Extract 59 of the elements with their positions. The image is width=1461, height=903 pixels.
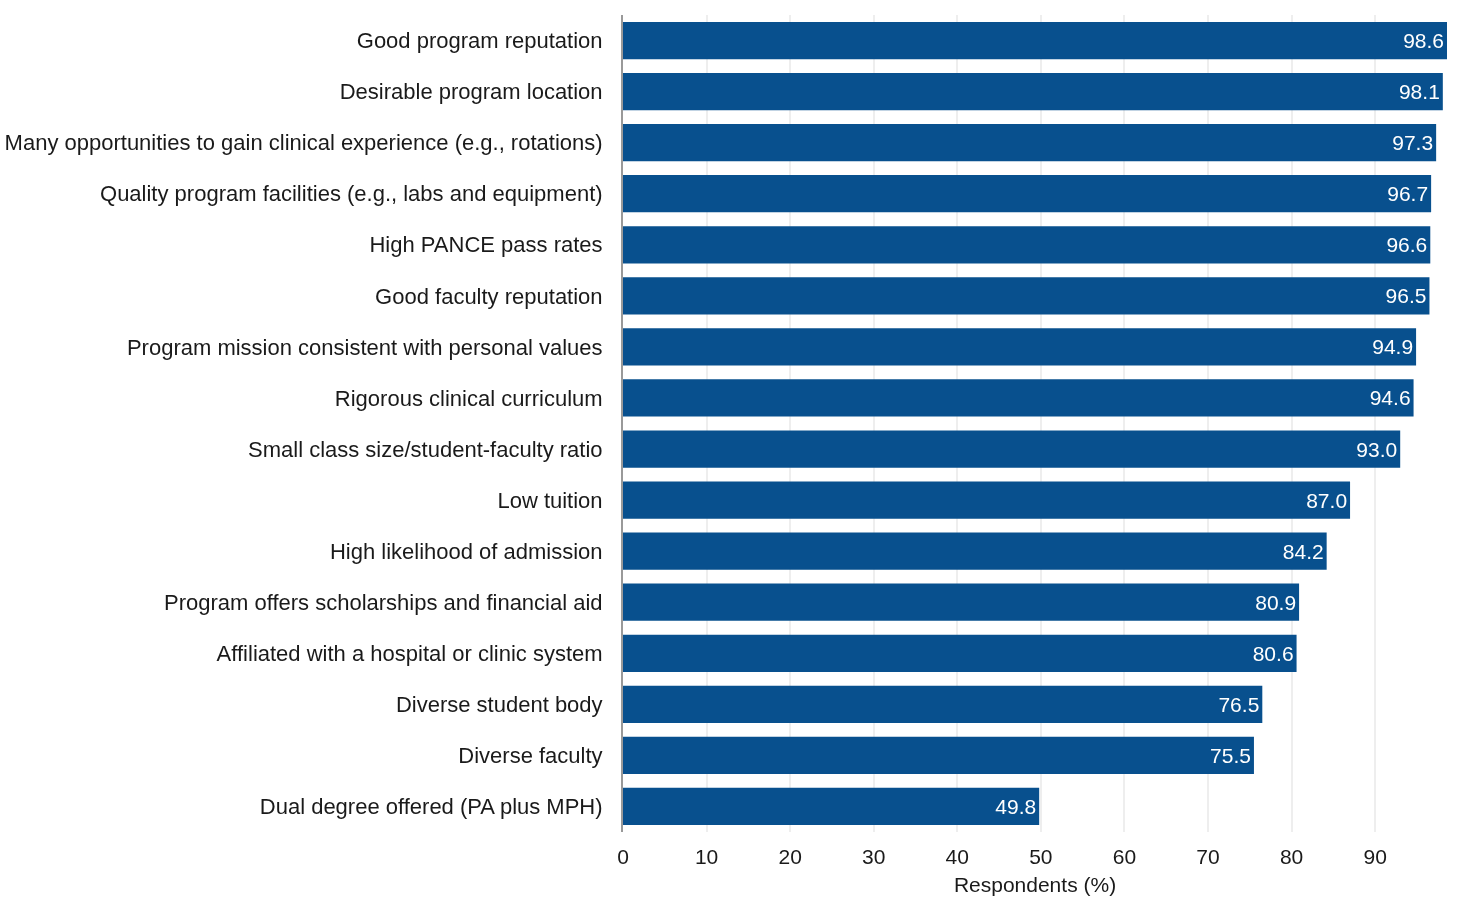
y-tick-label: Program offers scholarships and financial aid <box>163 589 603 615</box>
data-label: 98.6 <box>1403 29 1444 53</box>
x-tick-label: 90 <box>1363 845 1387 868</box>
bar <box>623 787 1040 826</box>
x-tick-label: 20 <box>778 845 802 868</box>
data-label: 96.5 <box>1385 284 1427 308</box>
bar <box>623 634 1297 672</box>
bar <box>623 532 1327 570</box>
data-label: 84.2 <box>1282 539 1324 563</box>
bar <box>623 328 1417 366</box>
bar <box>623 277 1430 315</box>
y-tick-label: Affiliated with a hospital or clinic system <box>216 640 603 666</box>
y-tick-label: Diverse student body <box>395 692 603 718</box>
data-label: 96.7 <box>1387 182 1429 206</box>
data-label: 93.0 <box>1356 437 1398 461</box>
data-label: 80.9 <box>1255 590 1297 614</box>
data-label: 76.5 <box>1218 692 1260 716</box>
y-tick-label: Dual degree offered (PA plus MPH) <box>259 794 603 820</box>
y-tick-label: Diverse faculty <box>458 743 603 769</box>
y-tick-label: Rigorous clinical curriculum <box>334 385 603 411</box>
x-tick-label: 70 <box>1196 845 1220 868</box>
bar <box>623 21 1447 60</box>
y-tick-label: High PANCE pass rates <box>369 232 603 258</box>
x-tick-label: 10 <box>694 845 719 868</box>
y-tick-label: Good faculty reputation <box>375 283 603 309</box>
data-label: 98.1 <box>1398 80 1440 104</box>
x-tick-label: 0 <box>617 845 629 868</box>
bar <box>623 124 1437 162</box>
y-tick-label: Quality program facilities (e.g., labs and equipment) <box>100 181 603 207</box>
bar <box>623 175 1432 213</box>
x-tick-label: 50 <box>1029 845 1053 868</box>
data-label: 87.0 <box>1306 488 1348 512</box>
data-label: 75.5 <box>1210 743 1251 767</box>
data-label: 49.8 <box>995 794 1037 818</box>
bar <box>623 226 1431 264</box>
y-tick-label: Low tuition <box>497 487 603 513</box>
x-tick-label: 40 <box>945 845 969 868</box>
bar <box>623 685 1263 723</box>
data-label: 94.9 <box>1372 335 1414 359</box>
bar <box>623 736 1254 775</box>
x-tick-label: 30 <box>862 845 886 868</box>
y-tick-label: Many opportunities to gain clinical experience (e.g., rotations) <box>4 130 603 156</box>
y-tick-label: High likelihood of admission <box>329 538 603 564</box>
x-tick-label: 80 <box>1279 845 1304 868</box>
data-label: 80.6 <box>1252 641 1294 665</box>
bar <box>623 72 1443 111</box>
data-label: 97.3 <box>1392 131 1434 155</box>
bar <box>623 430 1401 468</box>
bar <box>623 481 1351 519</box>
x-tick-label: 60 <box>1112 845 1137 868</box>
bar <box>623 583 1300 621</box>
bar <box>623 379 1414 417</box>
data-label: 96.6 <box>1386 233 1428 257</box>
x-axis-title: Respondents (%) <box>953 873 1117 897</box>
data-label: 94.6 <box>1369 386 1411 410</box>
y-tick-label: Good program reputation <box>356 28 603 54</box>
y-tick-label: Desirable program location <box>339 79 603 105</box>
y-tick-label: Program mission consistent with personal values <box>126 334 603 360</box>
y-tick-label: Small class size/student-faculty ratio <box>248 436 603 462</box>
